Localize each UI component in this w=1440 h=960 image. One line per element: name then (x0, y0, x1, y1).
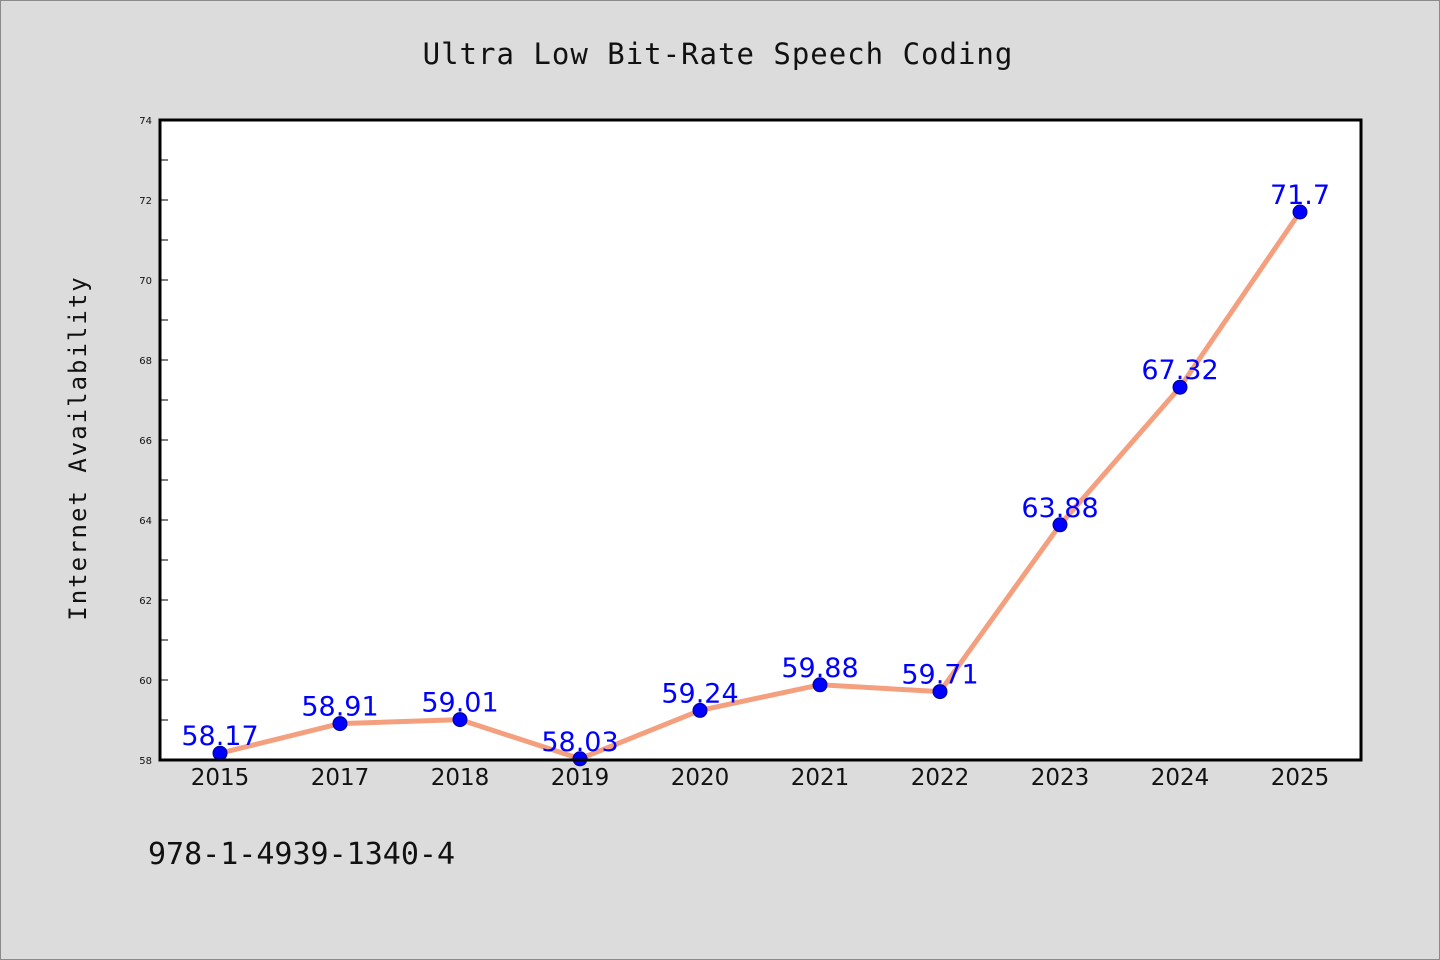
y-tick-label: 60 (139, 676, 152, 687)
data-point (812, 677, 828, 693)
data-label: 59.01 (421, 688, 498, 719)
y-tick-label: 58 (139, 756, 152, 767)
data-point (1052, 517, 1068, 533)
x-tick-label: 2019 (551, 765, 610, 791)
x-tick-label: 2015 (191, 765, 250, 791)
data-point (452, 712, 468, 728)
series-line (217, 209, 1303, 762)
y-tick-label: 62 (139, 596, 152, 607)
data-point (1172, 379, 1188, 395)
y-tick-label: 74 (139, 116, 152, 127)
isbn-footer: 978-1-4939-1340-4 (148, 837, 455, 872)
data-label: 58.17 (181, 721, 258, 752)
data-series (212, 204, 1308, 767)
data-label: 58.03 (541, 727, 618, 758)
y-tick-label: 66 (139, 436, 152, 447)
y-tick-label: 72 (139, 196, 152, 207)
x-tick-label: 2023 (1031, 765, 1090, 791)
data-label: 59.88 (781, 653, 858, 684)
x-tick-label: 2017 (311, 765, 370, 791)
plot-area (160, 120, 1361, 760)
data-label: 58.91 (301, 692, 378, 723)
x-tick-label: 2018 (431, 765, 490, 791)
x-tick-label: 2024 (1151, 765, 1210, 791)
y-axis-label: Internet Availability (64, 275, 92, 620)
chart-title: Ultra Low Bit-Rate Speech Coding (423, 37, 1014, 71)
plot-border (158, 118, 1363, 762)
x-tick-label: 2020 (671, 765, 730, 791)
y-tick-label: 64 (139, 516, 152, 527)
x-axis: 2015 2017 2018 2019 2020 2021 2022 2023 2024 2025 (191, 765, 1330, 791)
x-tick-label: 2021 (791, 765, 850, 791)
data-point (692, 702, 708, 718)
data-point (1292, 204, 1308, 220)
data-point (332, 716, 348, 732)
x-tick-label: 2025 (1271, 765, 1330, 791)
data-label: 59.71 (901, 660, 978, 691)
y-tick-label: 68 (139, 356, 152, 367)
data-point (932, 684, 948, 700)
x-tick-label: 2022 (911, 765, 970, 791)
y-tick-label: 70 (139, 276, 152, 287)
data-label: 59.24 (661, 678, 738, 709)
data-label: 67.32 (1141, 355, 1218, 386)
data-labels: 58.17 58.91 59.01 58.03 59.24 59.88 59.71 63.88… (181, 180, 1330, 758)
data-label: 63.88 (1021, 493, 1098, 524)
data-label: 71.7 (1270, 180, 1330, 211)
